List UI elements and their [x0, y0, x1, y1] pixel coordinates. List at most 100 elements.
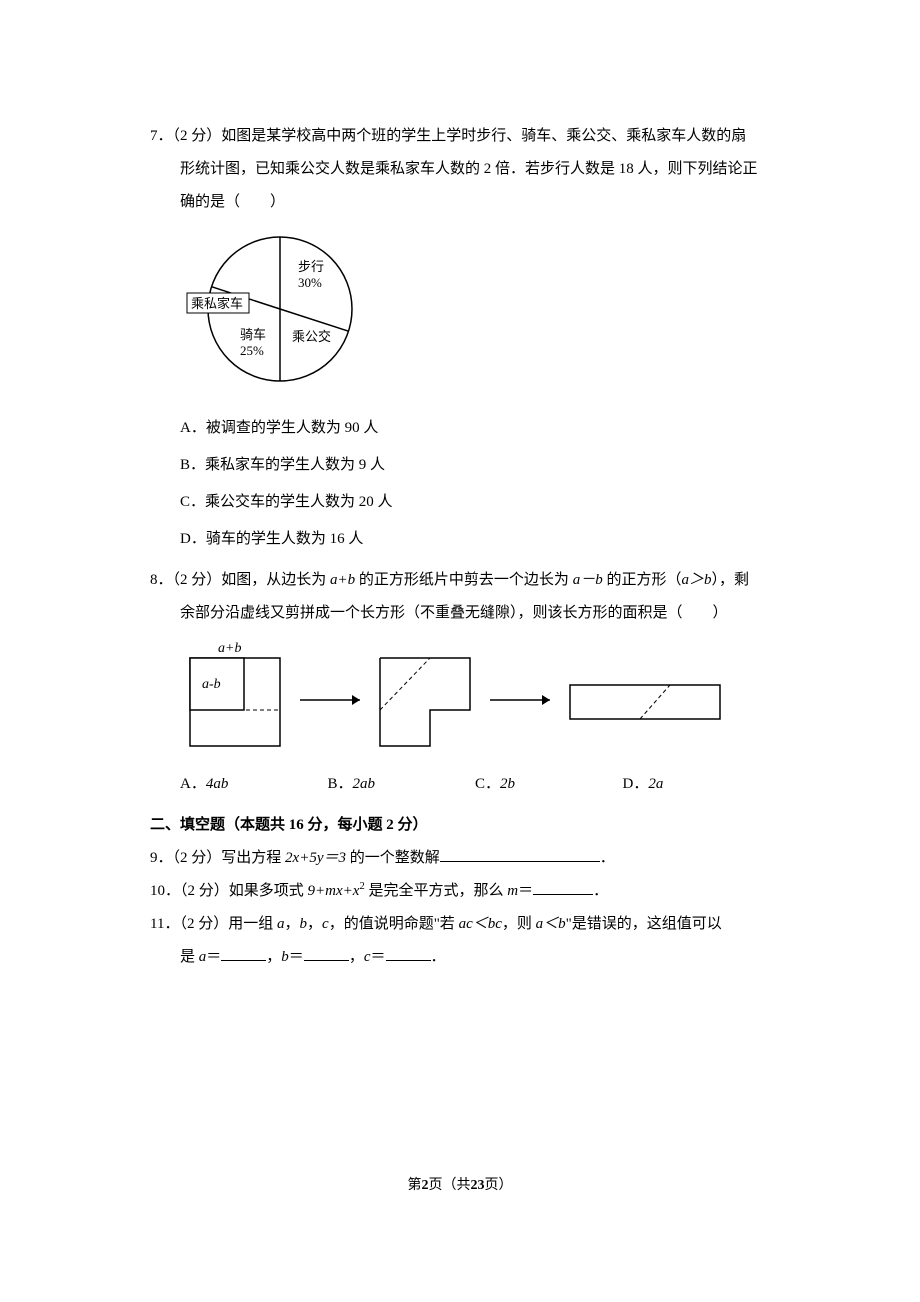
q8-optB-val: 2ab — [353, 776, 376, 792]
q8-optB-pre: B． — [328, 776, 353, 792]
q7-options: A．被调查的学生人数为 90 人 B．乘私家车的学生人数为 9 人 C．乘公交车… — [150, 412, 770, 556]
l-shape — [380, 658, 470, 746]
q8-points: （2 分） — [173, 572, 222, 588]
q10-expr: 9+mx+x — [308, 883, 360, 899]
arrow2-head — [542, 695, 550, 705]
q10-blank — [533, 880, 593, 895]
pie-lbl-private: 乘私家车 — [191, 296, 243, 311]
q10-tail: ． — [593, 883, 608, 899]
pie-lbl-walk: 步行 — [298, 259, 324, 274]
q11-c2: ， — [307, 916, 322, 932]
q9-stem-b: 的一个整数解 — [346, 850, 440, 866]
q8-optA-pre: A． — [180, 776, 206, 792]
q11-l1a: 用一组 — [228, 916, 277, 932]
q8-expr-agtb: a＞b — [681, 572, 711, 588]
pie-lbl-walk-pct: 30% — [298, 275, 322, 290]
diag-lbl-top: a+b — [218, 641, 241, 656]
q11-c1: ， — [284, 916, 299, 932]
q11-cond2: a＜b — [536, 916, 566, 932]
q7-stem-1: 如图是某学校高中两个班的学生上学时步行、骑车、乘公交、乘私家车人数的扇 — [221, 128, 746, 144]
q8-optD-pre: D． — [623, 776, 649, 792]
question-11-line1: 11．（2 分）用一组 a，b，c，的值说明命题"若 ac＜bc，则 a＜b"是… — [150, 908, 770, 941]
arrow1-head — [352, 695, 360, 705]
pie-svg: 步行 30% 乘私家车 骑车 25% 乘公交 — [180, 229, 380, 389]
q8-number: 8． — [150, 572, 173, 588]
q10-stem-b: 是完全平方式，那么 — [365, 883, 508, 899]
q9-points: （2 分） — [173, 850, 222, 866]
q7-number: 7． — [150, 128, 173, 144]
pie-lbl-bike: 骑车 — [240, 327, 266, 342]
diag-lbl-side: a-b — [202, 677, 221, 692]
q10-m: m — [507, 883, 518, 899]
question-8: 8．（2 分）如图，从边长为 a+b 的正方形纸片中剪去一个边长为 a－b 的正… — [150, 564, 770, 801]
q10-points: （2 分） — [180, 883, 229, 899]
q8-s1a: 如图，从边长为 — [221, 572, 330, 588]
q7-optB: B．乘私家车的学生人数为 9 人 — [180, 449, 770, 482]
q11-cond1: ac＜bc — [459, 916, 502, 932]
q9-stem-a: 写出方程 — [221, 850, 285, 866]
q11-number: 11． — [150, 916, 179, 932]
q8-stem-line2: 余部分沿虚线又剪拼成一个长方形（不重叠无缝隙），则该长方形的面积是（ ） — [150, 597, 770, 630]
q8-s1c: 的正方形（ — [603, 572, 682, 588]
q11-c2v: c — [364, 949, 371, 965]
page-footer: 第2页（共23页） — [0, 1171, 920, 1202]
q11-blank-b — [304, 946, 349, 961]
q7-stem-line2: 形统计图，已知乘公交人数是乘私家车人数的 2 倍．若步行人数是 18 人，则下列… — [150, 153, 770, 186]
q11-b2: b — [281, 949, 289, 965]
question-11-line2: 是 a＝，b＝，c＝． — [150, 941, 770, 974]
q8-optA: A．4ab — [180, 768, 328, 801]
q8-options: A．4ab B．2ab C．2b D．2a — [150, 768, 770, 801]
pie-lbl-bike-pct: 25% — [240, 343, 264, 358]
q8-optC-pre: C． — [475, 776, 500, 792]
q8-optD: D．2a — [623, 768, 771, 801]
q8-expr-plus: a+b — [330, 572, 355, 588]
section-2-header: 二、填空题（本题共 16 分，每小题 2 分） — [150, 809, 770, 842]
q11-c4: ， — [349, 949, 364, 965]
q8-optA-val: 4ab — [206, 776, 229, 792]
q7-stem-line1: 7．（2 分）如图是某学校高中两个班的学生上学时步行、骑车、乘公交、乘私家车人数… — [150, 120, 770, 153]
footer-page: 2 — [422, 1178, 429, 1193]
q8-diagram: a+b a-b — [180, 640, 770, 763]
q11-l2a: 是 — [180, 949, 199, 965]
q11-mid: ，则 — [502, 916, 536, 932]
q11-c: c — [322, 916, 329, 932]
q11-eq2: ＝ — [289, 949, 304, 965]
q8-expr-minus: a－b — [573, 572, 603, 588]
q11-eq3: ＝ — [371, 949, 386, 965]
q9-expr: 2x+5y＝3 — [285, 850, 346, 866]
pie-lbl-bus: 乘公交 — [292, 329, 331, 344]
footer-mid: 页（共 — [429, 1178, 471, 1193]
q9-tail: ． — [600, 850, 615, 866]
diagram-svg: a+b a-b — [180, 640, 740, 750]
q9-number: 9． — [150, 850, 173, 866]
q7-stem-line3: 确的是（ ） — [150, 186, 770, 219]
q11-points: （2 分） — [179, 916, 228, 932]
q10-eq: ＝ — [518, 883, 533, 899]
question-9: 9．（2 分）写出方程 2x+5y＝3 的一个整数解 ． — [150, 842, 770, 875]
q8-optC: C．2b — [475, 768, 623, 801]
q11-blank-c — [386, 946, 431, 961]
q7-optC: C．乘公交车的学生人数为 20 人 — [180, 486, 770, 519]
q8-optB: B．2ab — [328, 768, 476, 801]
q11-l1c: "是错误的，这组值可以 — [566, 916, 722, 932]
q11-tail: ． — [431, 949, 446, 965]
q8-optC-val: 2b — [500, 776, 515, 792]
q7-points: （2 分） — [173, 128, 222, 144]
footer-post: 页） — [485, 1178, 513, 1193]
q11-eq1: ＝ — [206, 949, 221, 965]
q8-optD-val: 2a — [648, 776, 663, 792]
q10-number: 10． — [150, 883, 180, 899]
q8-s1d: ），剩 — [711, 572, 749, 588]
q11-b: b — [300, 916, 308, 932]
q11-c3: ， — [266, 949, 281, 965]
footer-pre: 第 — [408, 1178, 422, 1193]
question-7: 7．（2 分）如图是某学校高中两个班的学生上学时步行、骑车、乘公交、乘私家车人数… — [150, 120, 770, 556]
q7-optA: A．被调查的学生人数为 90 人 — [180, 412, 770, 445]
q8-s1b: 的正方形纸片中剪去一个边长为 — [355, 572, 573, 588]
q8-stem-line1: 8．（2 分）如图，从边长为 a+b 的正方形纸片中剪去一个边长为 a－b 的正… — [150, 564, 770, 597]
q11-l1b: ，的值说明命题"若 — [329, 916, 459, 932]
q7-pie-chart: 步行 30% 乘私家车 骑车 25% 乘公交 — [180, 229, 770, 402]
q9-blank — [440, 847, 600, 862]
q11-blank-a — [221, 946, 266, 961]
footer-total: 23 — [471, 1178, 485, 1193]
